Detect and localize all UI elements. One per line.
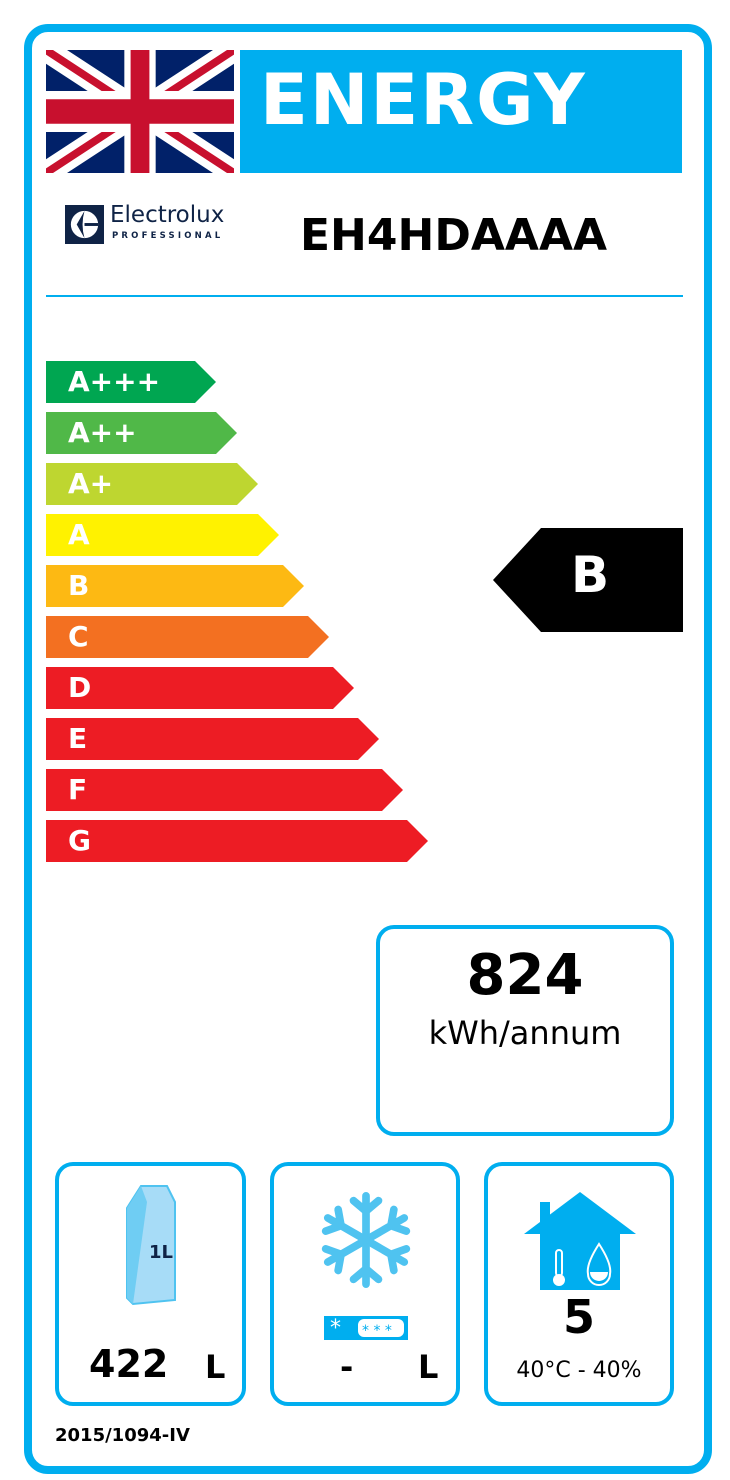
divider — [46, 295, 683, 297]
energy-class-label: F — [68, 773, 88, 806]
energy-class-bar-aplusplusplus: A+++ — [46, 361, 216, 403]
energy-class-bar-b: B — [46, 565, 304, 607]
model-number: EH4HDAAAA — [300, 210, 608, 261]
energy-class-label: E — [68, 722, 88, 755]
energy-scale: A+++ A++ A+ A B C D E F G — [46, 361, 466, 871]
energy-class-label: A++ — [68, 416, 137, 449]
rating-arrow — [493, 528, 683, 632]
brand-subline: PROFESSIONAL — [112, 231, 224, 241]
energy-class-bar-g: G — [46, 820, 428, 862]
svg-text:* * *: * * * — [362, 1323, 392, 1339]
snowflake-icon — [318, 1192, 414, 1288]
energy-class-bar-f: F — [46, 769, 403, 811]
energy-class-label: A+ — [68, 467, 114, 500]
consumption-unit: kWh/annum — [428, 1014, 622, 1052]
storage-volume-value: 422 — [89, 1342, 169, 1386]
consumption-value: 824 — [466, 943, 584, 1008]
energy-class-label: D — [68, 671, 92, 704]
regulation-reference: 2015/1094-IV — [55, 1425, 190, 1446]
energy-class-bar-a: A — [46, 514, 279, 556]
energy-class-label: A — [68, 518, 90, 551]
energy-class-bar-d: D — [46, 667, 354, 709]
consumption-box: 824 kWh/annum — [376, 925, 674, 1136]
union-jack-flag-icon — [46, 50, 234, 173]
label-border — [24, 24, 712, 1474]
storage-volume-unit: L — [205, 1348, 226, 1386]
rating-letter: B — [570, 546, 610, 604]
energy-title: ENERGY — [240, 50, 682, 173]
electrolux-logo-icon — [65, 205, 104, 244]
milk-carton-icon: 1L — [126, 1185, 176, 1306]
energy-class-bar-c: C — [46, 616, 329, 658]
frozen-volume-unit: L — [418, 1348, 439, 1386]
freezer-star-rating-icon: * * * * — [324, 1316, 408, 1340]
climate-class-value: 5 — [562, 1290, 595, 1344]
energy-class-label: A+++ — [68, 365, 161, 398]
energy-class-label: C — [68, 620, 89, 653]
energy-class-bar-aplus: A+ — [46, 463, 258, 505]
brand-name: Electrolux — [110, 202, 225, 228]
storage-volume-box: 1L 422 L — [55, 1162, 246, 1406]
climate-conditions: 40°C - 40% — [516, 1358, 642, 1383]
energy-class-label: G — [68, 824, 91, 857]
energy-class-label: B — [68, 569, 90, 602]
house-temperature-humidity-icon — [524, 1192, 636, 1290]
svg-text:*: * — [330, 1316, 341, 1340]
frozen-volume-value: - — [340, 1348, 354, 1386]
frozen-volume-box: * * * * - L — [270, 1162, 460, 1406]
climate-class-box: 5 40°C - 40% — [484, 1162, 674, 1406]
energy-class-bar-aplusplus: A++ — [46, 412, 237, 454]
carton-label: 1L — [149, 1242, 173, 1263]
energy-class-bar-e: E — [46, 718, 379, 760]
